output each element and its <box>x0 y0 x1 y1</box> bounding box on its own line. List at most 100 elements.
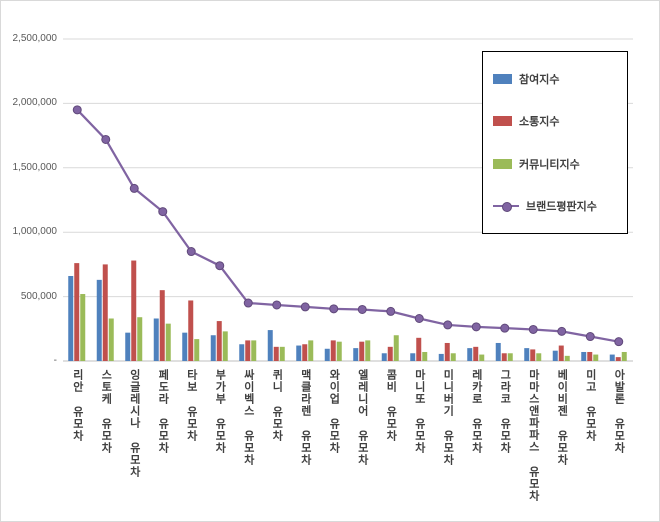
bar-소통지수 <box>387 346 393 361</box>
bar-참여지수 <box>239 344 245 361</box>
bar-참여지수 <box>410 353 416 361</box>
bar-커뮤니티지수 <box>450 353 456 361</box>
bar-소통지수 <box>159 290 165 361</box>
communication-index-swatch-icon <box>493 116 512 127</box>
x-tick-label: 콤비 유모차 <box>384 369 397 442</box>
bar-소통지수 <box>302 344 308 361</box>
bar-소통지수 <box>615 357 621 361</box>
community-index-swatch-icon <box>493 158 512 169</box>
bar-참여지수 <box>68 275 74 361</box>
bar-커뮤니티지수 <box>336 341 342 361</box>
bar-커뮤니티지수 <box>80 294 86 361</box>
bar-소통지수 <box>273 346 279 361</box>
x-tick-label: 퀴니 유모차 <box>270 369 283 442</box>
bar-커뮤니티지수 <box>165 323 171 361</box>
bar-참여지수 <box>96 279 102 361</box>
bar-커뮤니티지수 <box>251 340 257 361</box>
y-tick-label: 500,000 <box>20 290 57 302</box>
bar-소통지수 <box>188 300 194 361</box>
x-tick-label: 아발론 유모차 <box>612 369 625 454</box>
line-marker <box>585 332 595 342</box>
bar-소통지수 <box>416 337 422 361</box>
bar-소통지수 <box>444 342 450 361</box>
bar-참여지수 <box>324 348 330 361</box>
legend-item-participation-index: 참여지수 <box>493 71 617 87</box>
x-tick-label: 와이업 유모차 <box>327 369 340 454</box>
bar-커뮤니티지수 <box>393 335 399 361</box>
x-tick-label: 마니또 유모차 <box>413 369 426 454</box>
bar-참여지수 <box>353 348 359 361</box>
bar-커뮤니티지수 <box>564 355 570 361</box>
bar-참여지수 <box>210 335 216 361</box>
line-marker <box>101 134 111 144</box>
y-tick-label: 2,000,000 <box>12 97 58 109</box>
line-marker <box>414 313 424 323</box>
bar-소통지수 <box>330 340 336 361</box>
bar-참여지수 <box>467 348 473 361</box>
x-tick-label: 그라코 유모차 <box>498 369 511 454</box>
line-series <box>76 109 619 343</box>
line-marker <box>129 183 139 193</box>
y-tick-label: - <box>53 355 57 366</box>
line-marker <box>357 304 367 314</box>
bar-커뮤니티지수 <box>365 340 371 361</box>
bar-참여지수 <box>438 353 444 361</box>
bar-참여지수 <box>495 342 501 361</box>
line-marker <box>614 337 624 347</box>
bar-커뮤니티지수 <box>593 354 599 361</box>
bar-참여지수 <box>609 354 615 361</box>
bar-커뮤니티지수 <box>308 340 314 361</box>
bar-소통지수 <box>131 260 137 361</box>
legend-label: 브랜드평판지수 <box>526 200 597 213</box>
bar-참여지수 <box>125 332 131 361</box>
x-tick-label: 베이비젠 유모차 <box>555 369 568 466</box>
line-marker <box>500 323 510 333</box>
line-marker <box>528 324 538 334</box>
legend-label: 소통지수 <box>519 116 560 129</box>
line-marker <box>443 320 453 330</box>
line-marker <box>72 105 82 115</box>
x-tick-label: 싸이벡스 유모차 <box>242 369 255 466</box>
bar-소통지수 <box>102 264 108 361</box>
x-tick-label: 리안 유모차 <box>71 369 84 442</box>
bar-커뮤니티지수 <box>108 318 114 361</box>
bar-소통지수 <box>530 349 536 361</box>
bar-참여지수 <box>524 348 530 361</box>
x-tick-label: 마마스앤파파스 유모차 <box>527 369 540 502</box>
bar-커뮤니티지수 <box>422 351 428 361</box>
bar-소통지수 <box>74 263 80 361</box>
bar-참여지수 <box>267 330 273 361</box>
line-marker <box>186 247 196 257</box>
bar-소통지수 <box>359 341 365 361</box>
y-tick-label: 1,500,000 <box>12 161 58 173</box>
x-tick-label: 레카로 유모차 <box>470 369 483 454</box>
bar-커뮤니티지수 <box>222 331 228 361</box>
x-tick-label: 잉글레시나 유모차 <box>128 369 141 478</box>
brand-reputation-index-swatch-icon <box>493 201 519 212</box>
x-tick-label: 타보 유모차 <box>185 369 198 442</box>
legend: 참여지수 소통지수 커뮤니티지수 브랜드평판지수 <box>482 51 628 234</box>
y-tick-label: 1,000,000 <box>12 226 58 238</box>
bar-커뮤니티지수 <box>137 317 143 361</box>
line-marker <box>243 298 253 308</box>
line-marker <box>471 322 481 332</box>
bar-참여지수 <box>296 345 302 361</box>
participation-index-swatch-icon <box>493 74 512 85</box>
line-marker <box>557 326 567 336</box>
bar-소통지수 <box>587 351 593 361</box>
legend-item-brand-reputation-index: 브랜드평판지수 <box>493 198 617 214</box>
legend-item-communication-index: 소통지수 <box>493 113 617 129</box>
bar-커뮤니티지수 <box>536 353 542 361</box>
line-marker <box>329 304 339 314</box>
x-tick-label: 미니버기 유모차 <box>441 369 454 466</box>
legend-label: 커뮤니티지수 <box>519 158 580 171</box>
line-marker <box>158 207 168 217</box>
bar-커뮤니티지수 <box>279 346 285 361</box>
bar-소통지수 <box>473 346 479 361</box>
bar-참여지수 <box>381 353 387 361</box>
line-marker <box>215 261 225 271</box>
x-tick-label: 맥클라렌 유모차 <box>299 369 312 466</box>
bar-커뮤니티지수 <box>194 339 200 361</box>
bar-참여지수 <box>153 318 159 361</box>
